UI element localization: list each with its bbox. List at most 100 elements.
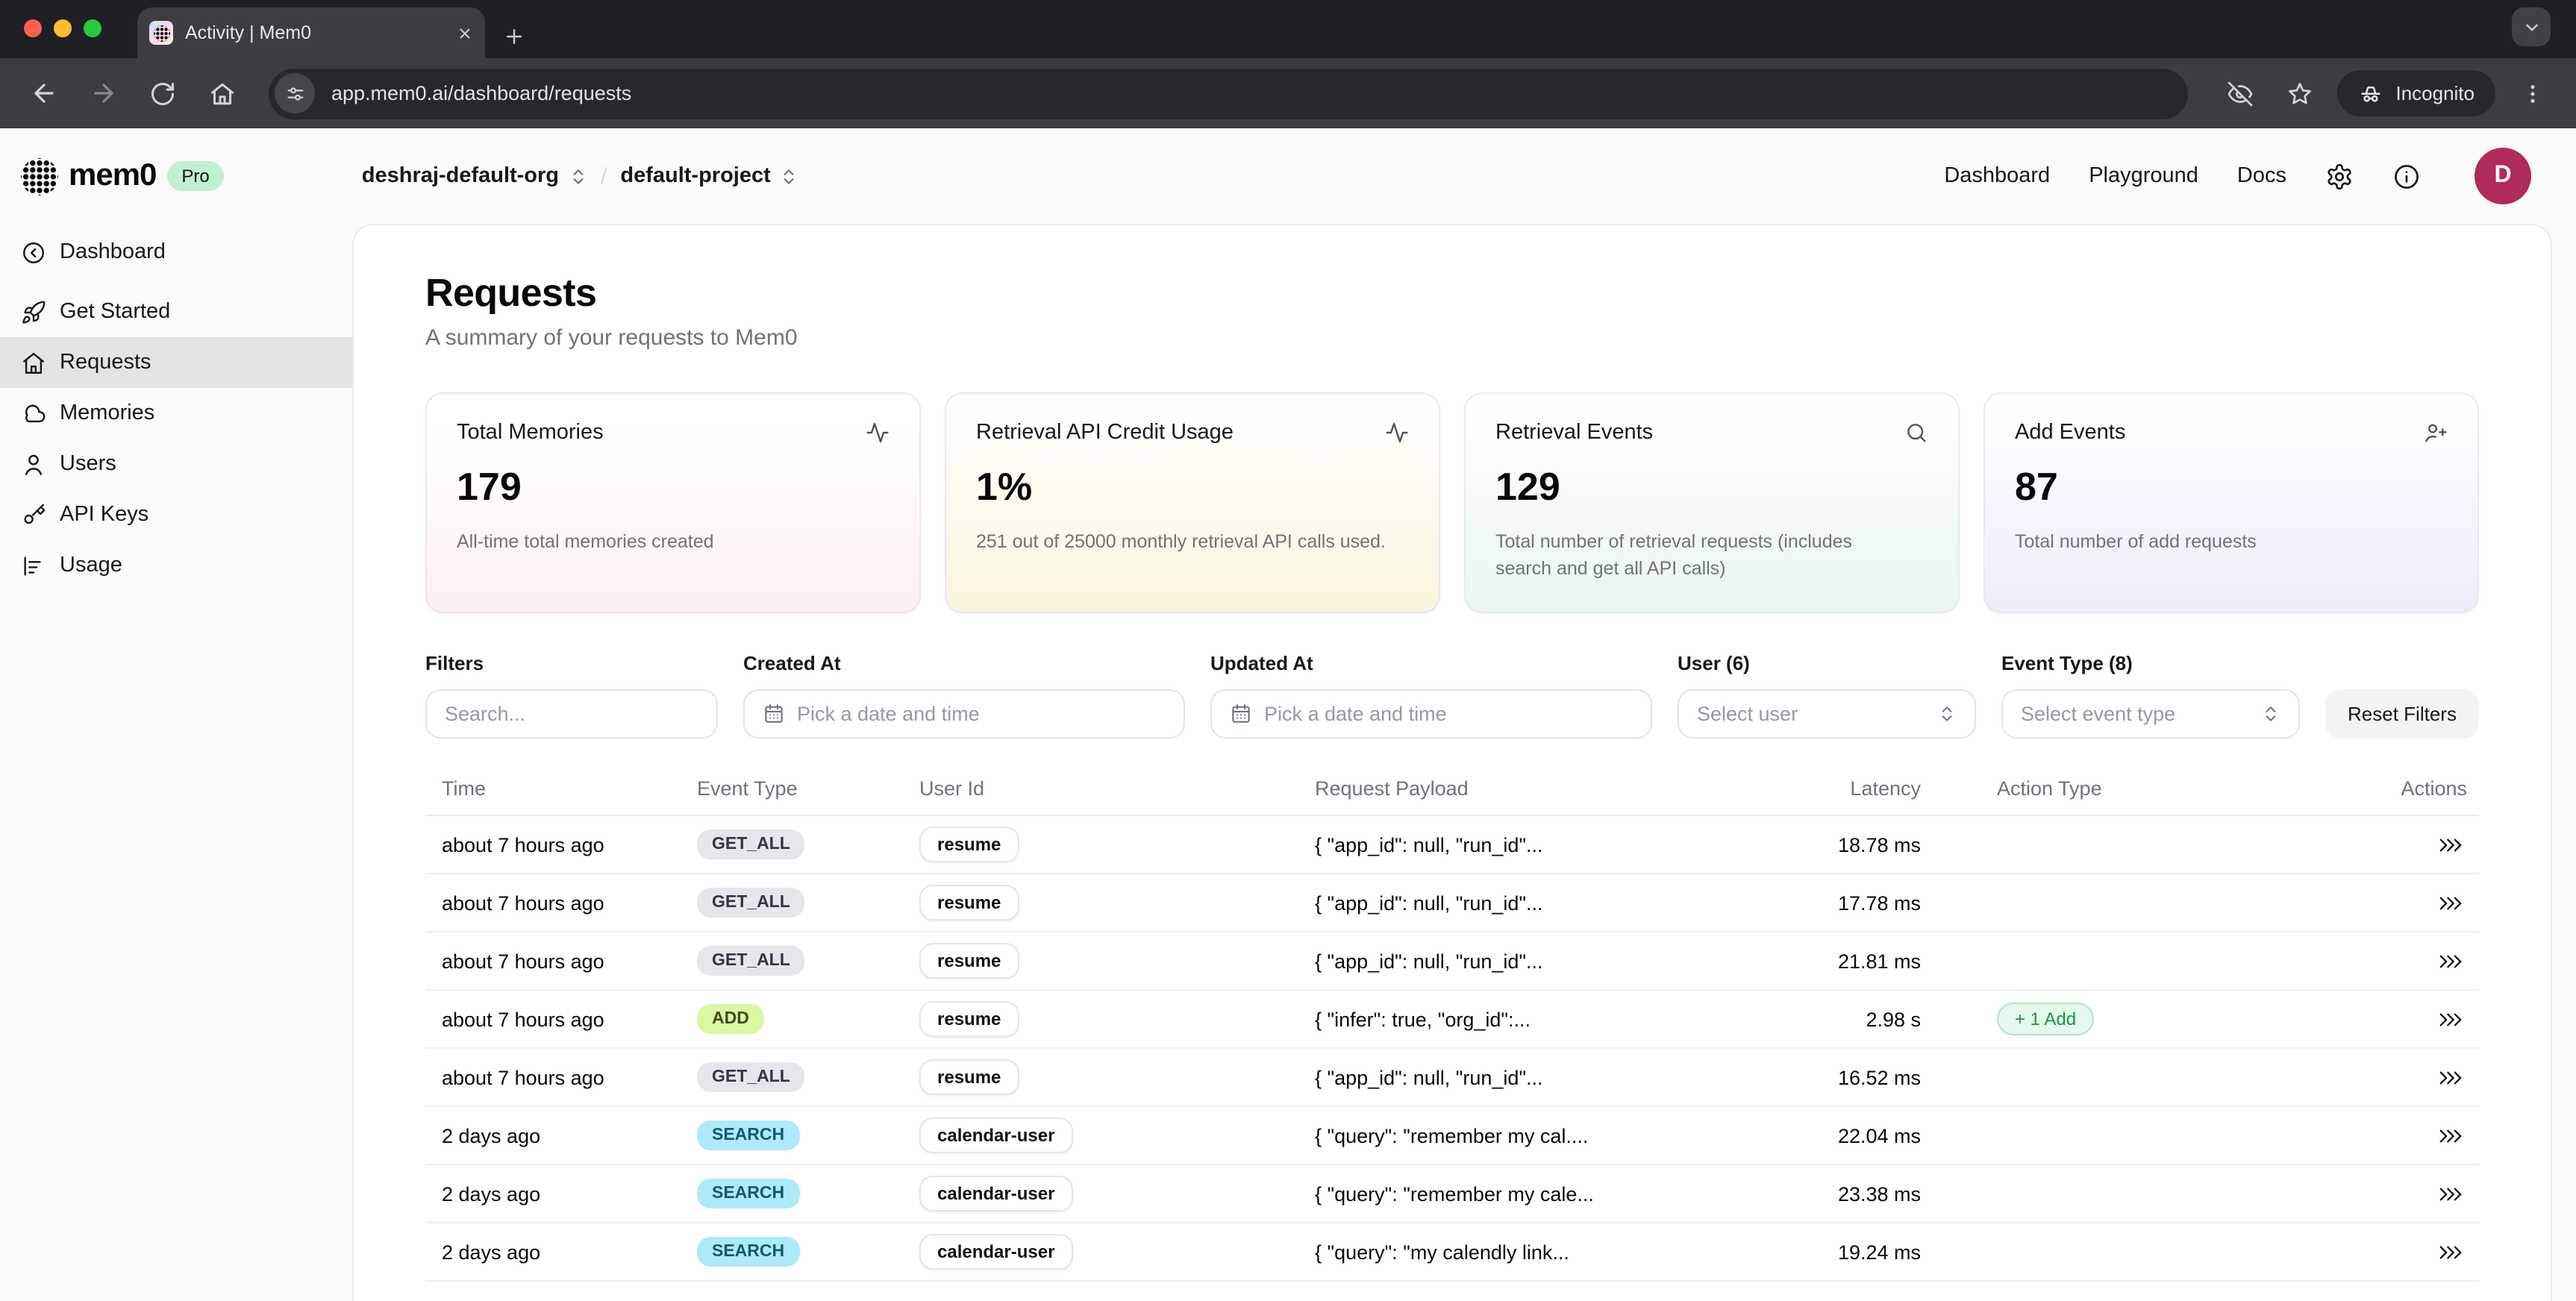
cell-request-payload: { "app_id": null, "run_id"... [1315, 950, 1543, 972]
table-row[interactable]: about 7 hours ago GET_ALL resume { "app_… [425, 816, 2479, 874]
stat-value: 87 [2015, 464, 2058, 509]
cloud-icon [21, 401, 46, 426]
user-avatar[interactable]: D [2475, 148, 2531, 204]
close-window-button[interactable] [24, 19, 42, 37]
row-actions-icon[interactable] [2434, 1182, 2467, 1205]
filters-bar: Filters Created At Pick a date and time … [425, 652, 2479, 739]
incognito-badge: Incognito [2337, 70, 2495, 116]
sidebar-item-label: Requests [60, 351, 151, 374]
user-id-badge-label: resume [919, 943, 1019, 979]
row-actions-icon[interactable] [2434, 1124, 2467, 1147]
project-selector[interactable]: default-project [620, 164, 798, 188]
nav-dashboard-link[interactable]: Dashboard [1944, 164, 2051, 188]
sidebar-item-get-started[interactable]: Get Started [0, 286, 352, 337]
forward-button[interactable] [81, 71, 125, 116]
brand[interactable]: mem0 Pro [21, 157, 225, 195]
created-at-picker[interactable]: Pick a date and time [743, 689, 1185, 739]
event-type-badge: ADD [697, 1004, 919, 1034]
cell-latency: 16.52 ms [1837, 1066, 1921, 1088]
updated-at-picker[interactable]: Pick a date and time [1210, 689, 1652, 739]
sidebar-item-label: Memories [60, 401, 155, 425]
zoom-window-button[interactable] [84, 19, 101, 37]
user-id-badge: calendar-user [919, 1117, 1315, 1153]
event-type-select[interactable]: Select event type [2001, 689, 2300, 739]
reset-filters-button[interactable]: Reset Filters [2325, 689, 2479, 739]
back-button[interactable] [21, 71, 66, 116]
search-input[interactable] [445, 703, 698, 725]
cell-latency: 21.81 ms [1837, 950, 1921, 972]
close-tab-icon[interactable] [457, 25, 473, 41]
cell-actions [2279, 1008, 2479, 1030]
sidebar-item-usage[interactable]: Usage [0, 540, 352, 591]
event-type-badge-label: SEARCH [697, 1179, 800, 1208]
cell-latency: 17.78 ms [1837, 891, 1921, 914]
site-settings-icon[interactable] [275, 73, 315, 113]
address-bar[interactable]: app.mem0.ai/dashboard/requests [269, 68, 2189, 119]
activity-icon [1385, 421, 1409, 445]
user-filter-label: User (6) [1678, 652, 1750, 674]
house-icon [21, 350, 46, 375]
sidebar-item-api-keys[interactable]: API Keys [0, 489, 352, 540]
incognito-icon [2361, 86, 2381, 102]
bar-chart-icon [21, 553, 46, 578]
tab-strip-chevron-button[interactable] [2512, 7, 2551, 46]
bookmark-star-icon[interactable] [2278, 71, 2322, 116]
user-id-badge: resume [919, 1001, 1315, 1037]
cell-actions [2279, 1241, 2479, 1263]
event-type-badge: SEARCH [697, 1120, 919, 1150]
table-row[interactable]: about 7 hours ago ADD resume { "infer": … [425, 991, 2479, 1049]
sidebar-item-label: API Keys [60, 503, 149, 527]
user-id-badge: resume [919, 827, 1315, 862]
settings-gear-icon[interactable] [2325, 162, 2354, 190]
reload-button[interactable] [140, 71, 185, 116]
table-row[interactable]: about 7 hours ago GET_ALL resume { "app_… [425, 1049, 2479, 1107]
row-actions-icon[interactable] [2434, 891, 2467, 914]
minimize-window-button[interactable] [54, 19, 72, 37]
column-header-actions: Actions [2401, 777, 2467, 800]
sidebar: Dashboard Get Started Requests Memories … [0, 224, 352, 1301]
sidebar-item-dashboard[interactable]: Dashboard [0, 227, 352, 278]
browser-tab[interactable]: Activity | Mem0 [137, 7, 485, 58]
activity-icon [866, 421, 890, 445]
created-at-filter-group: Created At Pick a date and time [743, 652, 1185, 739]
cell-latency: 19.24 ms [1837, 1241, 1921, 1263]
url-text[interactable]: app.mem0.ai/dashboard/requests [331, 82, 632, 104]
new-tab-button[interactable] [503, 25, 525, 48]
row-actions-icon[interactable] [2434, 1066, 2467, 1088]
nav-playground-link[interactable]: Playground [2089, 164, 2198, 188]
cell-latency: 18.78 ms [1837, 833, 1921, 856]
table-row[interactable]: about 7 hours ago GET_ALL resume { "app_… [425, 874, 2479, 932]
nav-docs-link[interactable]: Docs [2236, 164, 2286, 188]
cell-actions [2279, 1124, 2479, 1147]
cell-request-payload: { "app_id": null, "run_id"... [1315, 833, 1543, 856]
plan-badge: Pro [166, 161, 225, 191]
sidebar-item-memories[interactable]: Memories [0, 388, 352, 439]
stat-value: 179 [457, 464, 522, 509]
table-row[interactable]: 2 days ago SEARCH calendar-user { "query… [425, 1223, 2479, 1282]
cell-time: 2 days ago [442, 1124, 541, 1147]
row-actions-icon[interactable] [2434, 1008, 2467, 1030]
row-actions-icon[interactable] [2434, 833, 2467, 856]
home-button[interactable] [200, 71, 245, 116]
info-icon[interactable] [2392, 162, 2421, 190]
updated-at-label: Updated At [1210, 652, 1313, 674]
window-controls[interactable] [24, 19, 101, 37]
eye-off-icon[interactable] [2218, 71, 2263, 116]
sidebar-item-users[interactable]: Users [0, 439, 352, 489]
cell-latency: 23.38 ms [1837, 1182, 1921, 1205]
updated-at-placeholder: Pick a date and time [1264, 703, 1447, 725]
table-row[interactable]: 2 days ago SEARCH calendar-user { "query… [425, 1107, 2479, 1165]
event-type-badge: GET_ALL [697, 1062, 919, 1092]
org-selector[interactable]: deshraj-default-org [362, 164, 587, 188]
table-row[interactable]: 2 days ago SEARCH calendar-user { "query… [425, 1165, 2479, 1223]
user-id-badge-label: calendar-user [919, 1234, 1073, 1270]
row-actions-icon[interactable] [2434, 1241, 2467, 1263]
browser-tab-strip: Activity | Mem0 [0, 0, 2576, 58]
table-row[interactable]: about 7 hours ago GET_ALL resume { "app_… [425, 932, 2479, 991]
row-actions-icon[interactable] [2434, 950, 2467, 972]
browser-menu-icon[interactable] [2510, 71, 2555, 116]
user-select[interactable]: Select user [1678, 689, 1976, 739]
sidebar-item-requests[interactable]: Requests [0, 337, 352, 388]
cell-time: 2 days ago [442, 1241, 541, 1263]
